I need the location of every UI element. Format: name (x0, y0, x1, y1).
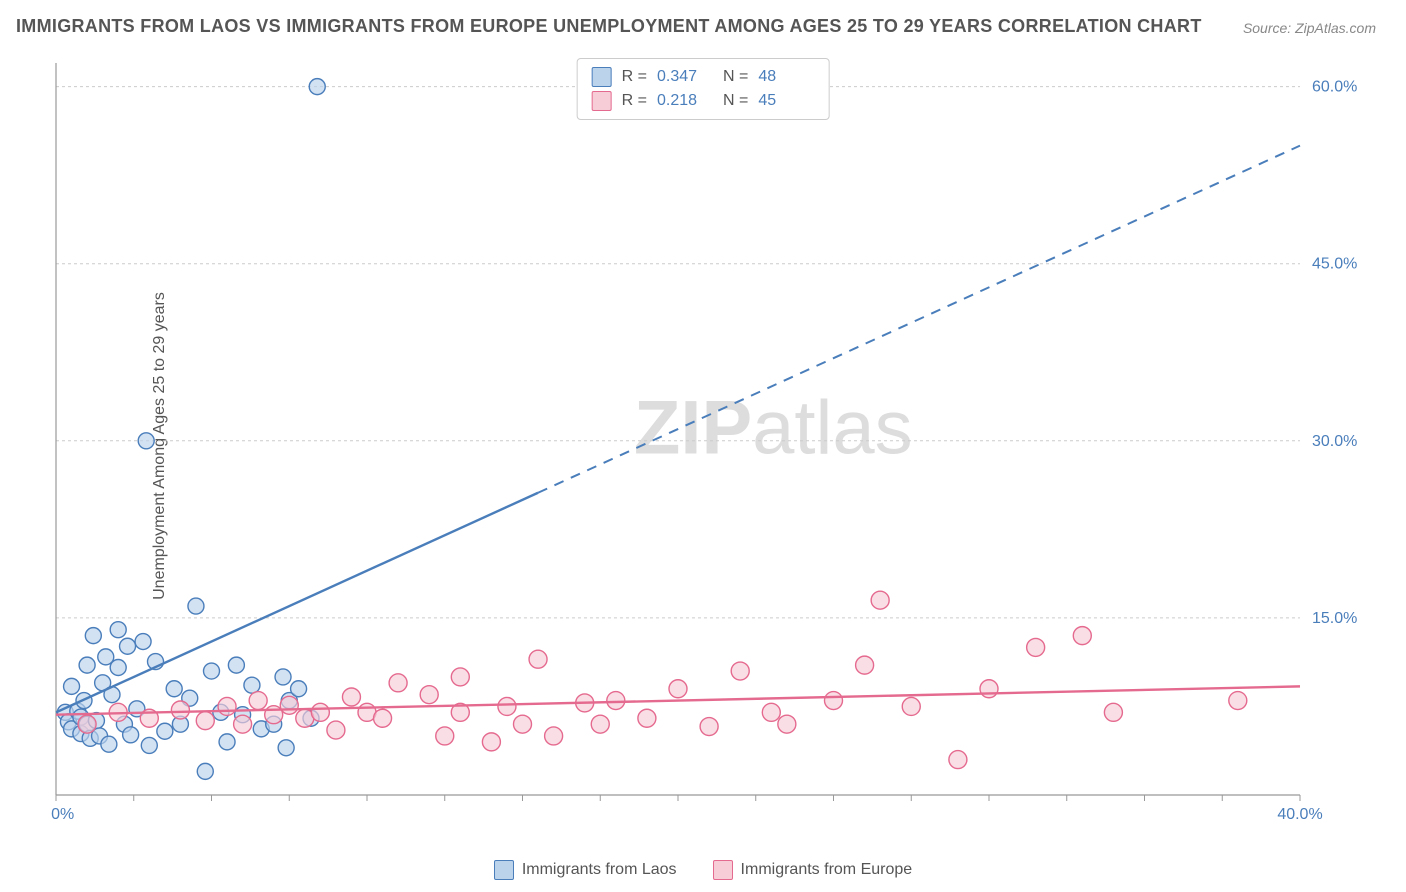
swatch-blue-icon (592, 67, 612, 87)
plot-area: 0.0% 40.0% 15.0% 30.0% 45.0% 60.0% (50, 55, 1380, 835)
legend-item-europe: Immigrants from Europe (713, 860, 913, 880)
stat-n-pink: 45 (758, 92, 814, 110)
stats-legend: R = 0.347 N = 48 R = 0.218 N = 45 (577, 58, 830, 120)
stat-r-blue: 0.347 (657, 68, 713, 86)
stat-r-pink: 0.218 (657, 92, 713, 110)
stats-row-europe: R = 0.218 N = 45 (592, 89, 815, 113)
chart-container: IMMIGRANTS FROM LAOS VS IMMIGRANTS FROM … (0, 0, 1406, 892)
svg-text:15.0%: 15.0% (1312, 610, 1357, 627)
svg-text:60.0%: 60.0% (1312, 79, 1357, 96)
svg-text:40.0%: 40.0% (1277, 806, 1322, 823)
legend-bottom: Immigrants from Laos Immigrants from Eur… (0, 860, 1406, 880)
swatch-pink-icon (713, 860, 733, 880)
legend-item-laos: Immigrants from Laos (494, 860, 677, 880)
svg-text:30.0%: 30.0% (1312, 433, 1357, 450)
stat-r-label: R = (622, 68, 647, 86)
legend-label-laos: Immigrants from Laos (522, 861, 677, 879)
source-label: Source: ZipAtlas.com (1243, 20, 1376, 36)
plot-svg: 0.0% 40.0% 15.0% 30.0% 45.0% 60.0% (50, 55, 1380, 835)
stat-n-blue: 48 (758, 68, 814, 86)
swatch-blue-icon (494, 860, 514, 880)
legend-label-europe: Immigrants from Europe (741, 861, 913, 879)
svg-text:45.0%: 45.0% (1312, 256, 1357, 273)
stats-row-laos: R = 0.347 N = 48 (592, 65, 815, 89)
stat-n-label: N = (723, 68, 748, 86)
chart-title: IMMIGRANTS FROM LAOS VS IMMIGRANTS FROM … (16, 16, 1202, 37)
svg-text:0.0%: 0.0% (50, 806, 74, 823)
swatch-pink-icon (592, 91, 612, 111)
stat-r-label: R = (622, 92, 647, 110)
stat-n-label: N = (723, 92, 748, 110)
